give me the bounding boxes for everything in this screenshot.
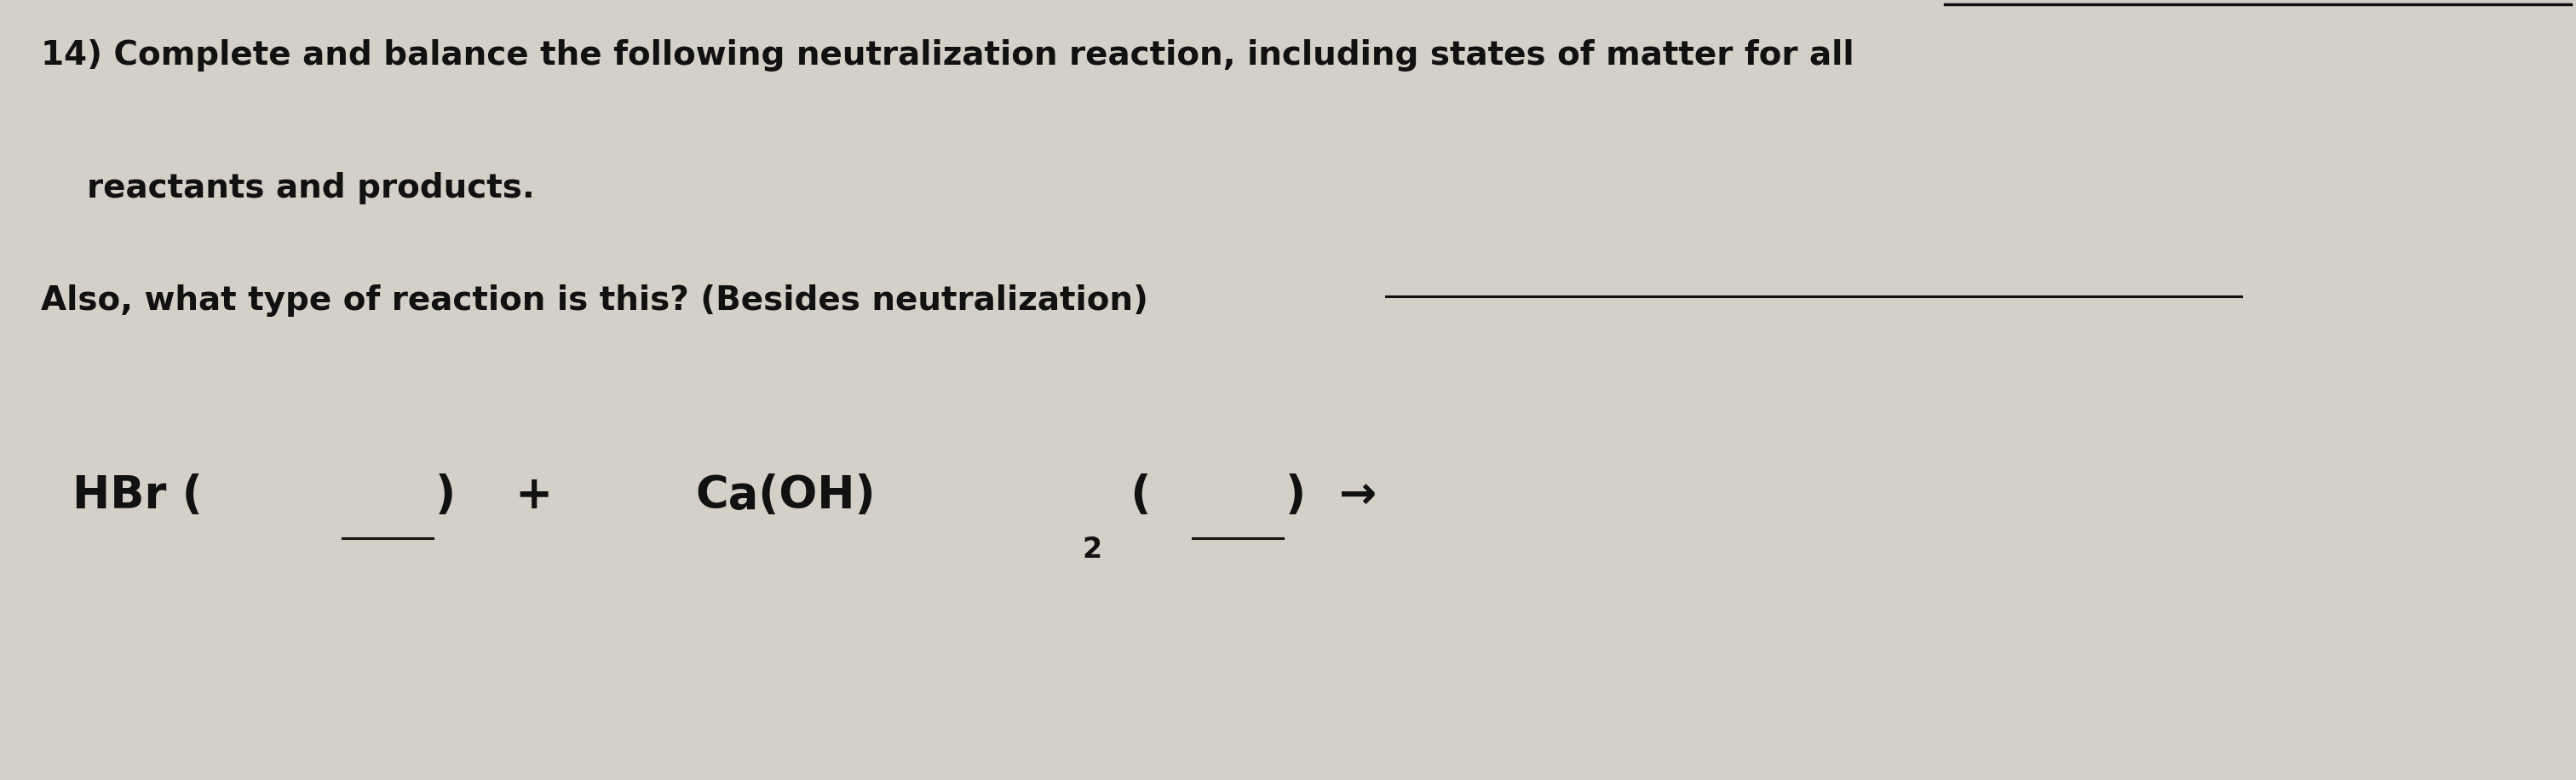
- Text: ): ): [435, 473, 456, 517]
- Text: 14) Complete and balance the following neutralization reaction, including states: 14) Complete and balance the following n…: [41, 39, 1855, 71]
- Text: →: →: [1340, 473, 1378, 517]
- Text: ): ): [1285, 473, 1306, 517]
- Text: 2: 2: [1082, 536, 1103, 564]
- Text: (: (: [1115, 473, 1151, 517]
- Text: Also, what type of reaction is this? (Besides neutralization): Also, what type of reaction is this? (Be…: [41, 285, 1149, 317]
- Text: Ca(OH): Ca(OH): [696, 473, 876, 517]
- Text: reactants and products.: reactants and products.: [41, 172, 536, 204]
- Text: +: +: [515, 473, 554, 517]
- Text: HBr (: HBr (: [72, 473, 204, 517]
